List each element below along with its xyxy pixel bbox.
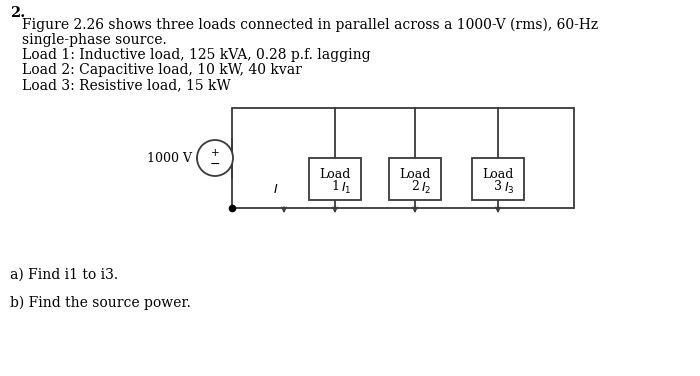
Text: single-phase source.: single-phase source. <box>22 33 167 47</box>
Text: Figure 2.26 shows three loads connected in parallel across a 1000-V (rms), 60-Hz: Figure 2.26 shows three loads connected … <box>22 18 598 32</box>
Text: 1: 1 <box>331 180 339 194</box>
Text: 2.: 2. <box>10 6 25 20</box>
Text: $\mathit{I}_1$: $\mathit{I}_1$ <box>341 181 351 196</box>
Bar <box>309 158 361 200</box>
Text: $\mathit{I}$: $\mathit{I}$ <box>273 183 279 196</box>
Text: Load: Load <box>482 167 514 180</box>
Text: $\mathit{I}_2$: $\mathit{I}_2$ <box>421 181 431 196</box>
Text: +: + <box>211 148 219 158</box>
Text: Load 3: Resistive load, 15 kW: Load 3: Resistive load, 15 kW <box>22 78 231 92</box>
Text: Load 1: Inductive load, 125 kVA, 0.28 p.f. lagging: Load 1: Inductive load, 125 kVA, 0.28 p.… <box>22 48 370 62</box>
Text: b) Find the source power.: b) Find the source power. <box>10 296 191 311</box>
Text: Load: Load <box>399 167 430 180</box>
Text: Load: Load <box>319 167 351 180</box>
Text: $\mathit{I}_3$: $\mathit{I}_3$ <box>504 181 514 196</box>
Text: 3: 3 <box>494 180 502 194</box>
Text: −: − <box>210 158 220 170</box>
Text: Load 2: Capacitive load, 10 kW, 40 kvar: Load 2: Capacitive load, 10 kW, 40 kvar <box>22 63 302 77</box>
Circle shape <box>197 140 233 176</box>
Text: 1000 V: 1000 V <box>147 152 192 165</box>
Bar <box>472 158 524 200</box>
Text: a) Find i1 to i3.: a) Find i1 to i3. <box>10 268 118 282</box>
Bar <box>389 158 441 200</box>
Text: 2: 2 <box>411 180 419 194</box>
